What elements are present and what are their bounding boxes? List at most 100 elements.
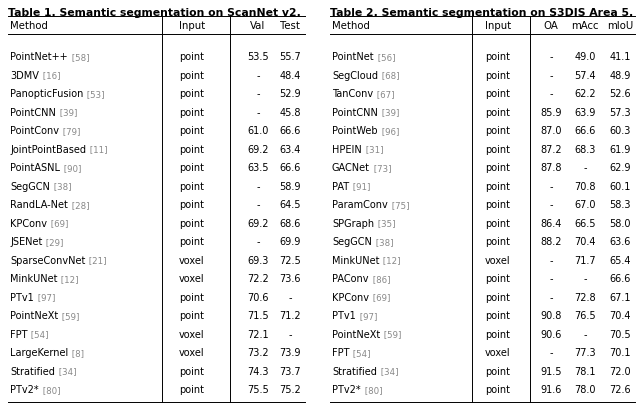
Text: Input: Input xyxy=(485,21,511,31)
Text: PointCNN: PointCNN xyxy=(332,108,378,118)
Text: [38]: [38] xyxy=(373,238,394,247)
Text: voxel: voxel xyxy=(179,256,205,266)
Text: PTv1: PTv1 xyxy=(332,311,356,321)
Text: [12]: [12] xyxy=(58,275,79,284)
Text: point: point xyxy=(486,330,511,340)
Text: [38]: [38] xyxy=(51,182,72,191)
Text: 60.1: 60.1 xyxy=(609,182,630,192)
Text: voxel: voxel xyxy=(179,274,205,284)
Text: -: - xyxy=(256,200,260,210)
Text: PointNet++: PointNet++ xyxy=(10,52,68,62)
Text: 90.6: 90.6 xyxy=(540,330,562,340)
Text: 86.4: 86.4 xyxy=(540,219,562,229)
Text: 77.3: 77.3 xyxy=(574,348,596,358)
Text: 48.9: 48.9 xyxy=(609,71,630,81)
Text: 72.0: 72.0 xyxy=(609,367,631,377)
Text: 70.4: 70.4 xyxy=(609,311,631,321)
Text: -: - xyxy=(549,256,553,266)
Text: GACNet: GACNet xyxy=(332,163,370,173)
Text: 57.4: 57.4 xyxy=(574,71,596,81)
Text: 72.6: 72.6 xyxy=(609,385,631,395)
Text: voxel: voxel xyxy=(485,348,511,358)
Text: MinkUNet: MinkUNet xyxy=(332,256,380,266)
Text: PointConv: PointConv xyxy=(10,126,59,136)
Text: [16]: [16] xyxy=(40,71,60,80)
Text: point: point xyxy=(486,182,511,192)
Text: 48.4: 48.4 xyxy=(279,71,301,81)
Text: PTv2*: PTv2* xyxy=(10,385,38,395)
Text: point: point xyxy=(179,71,205,81)
Text: 55.7: 55.7 xyxy=(279,52,301,62)
Text: 90.8: 90.8 xyxy=(540,311,562,321)
Text: [90]: [90] xyxy=(61,164,81,173)
Text: JSENet: JSENet xyxy=(10,237,42,247)
Text: 53.5: 53.5 xyxy=(247,52,269,62)
Text: Method: Method xyxy=(332,21,370,31)
Text: 63.6: 63.6 xyxy=(609,237,630,247)
Text: 72.5: 72.5 xyxy=(279,256,301,266)
Text: [34]: [34] xyxy=(378,367,398,376)
Text: point: point xyxy=(486,385,511,395)
Text: 72.8: 72.8 xyxy=(574,293,596,303)
Text: point: point xyxy=(179,163,205,173)
Text: LargeKernel: LargeKernel xyxy=(10,348,68,358)
Text: 85.9: 85.9 xyxy=(540,108,562,118)
Text: 66.6: 66.6 xyxy=(609,274,630,284)
Text: SegGCN: SegGCN xyxy=(332,237,372,247)
Text: 71.7: 71.7 xyxy=(574,256,596,266)
Text: 66.6: 66.6 xyxy=(279,126,301,136)
Text: PointNet: PointNet xyxy=(332,52,374,62)
Text: [12]: [12] xyxy=(381,256,401,265)
Text: [68]: [68] xyxy=(379,71,399,80)
Text: point: point xyxy=(179,367,205,377)
Text: TanConv: TanConv xyxy=(332,89,373,99)
Text: 70.8: 70.8 xyxy=(574,182,596,192)
Text: point: point xyxy=(179,145,205,155)
Text: point: point xyxy=(179,182,205,192)
Text: 3DMV: 3DMV xyxy=(10,71,39,81)
Text: [80]: [80] xyxy=(362,386,382,395)
Text: point: point xyxy=(179,200,205,210)
Text: -: - xyxy=(549,71,553,81)
Text: point: point xyxy=(486,293,511,303)
Text: point: point xyxy=(486,71,511,81)
Text: 78.1: 78.1 xyxy=(574,367,596,377)
Text: 61.9: 61.9 xyxy=(609,145,630,155)
Text: 87.2: 87.2 xyxy=(540,145,562,155)
Text: 87.0: 87.0 xyxy=(540,126,562,136)
Text: point: point xyxy=(486,274,511,284)
Text: -: - xyxy=(256,182,260,192)
Text: PTv1: PTv1 xyxy=(10,293,34,303)
Text: -: - xyxy=(583,274,587,284)
Text: PointNeXt: PointNeXt xyxy=(332,330,380,340)
Text: [91]: [91] xyxy=(350,182,371,191)
Text: Test: Test xyxy=(280,21,300,31)
Text: 60.3: 60.3 xyxy=(609,126,630,136)
Text: KPConv: KPConv xyxy=(10,219,47,229)
Text: 67.0: 67.0 xyxy=(574,200,596,210)
Text: 88.2: 88.2 xyxy=(540,237,562,247)
Text: point: point xyxy=(486,126,511,136)
Text: SPGraph: SPGraph xyxy=(332,219,374,229)
Text: Stratified: Stratified xyxy=(332,367,377,377)
Text: -: - xyxy=(549,293,553,303)
Text: point: point xyxy=(179,293,205,303)
Text: 73.7: 73.7 xyxy=(279,367,301,377)
Text: [96]: [96] xyxy=(379,127,399,136)
Text: SegGCN: SegGCN xyxy=(10,182,50,192)
Text: point: point xyxy=(179,52,205,62)
Text: [39]: [39] xyxy=(57,108,77,117)
Text: -: - xyxy=(549,89,553,99)
Text: PointWeb: PointWeb xyxy=(332,126,378,136)
Text: -: - xyxy=(549,182,553,192)
Text: point: point xyxy=(486,219,511,229)
Text: 71.2: 71.2 xyxy=(279,311,301,321)
Text: Val: Val xyxy=(250,21,266,31)
Text: 66.6: 66.6 xyxy=(574,126,596,136)
Text: -: - xyxy=(549,348,553,358)
Text: [59]: [59] xyxy=(60,312,79,321)
Text: -: - xyxy=(256,89,260,99)
Text: 72.1: 72.1 xyxy=(247,330,269,340)
Text: 74.3: 74.3 xyxy=(247,367,269,377)
Text: 73.2: 73.2 xyxy=(247,348,269,358)
